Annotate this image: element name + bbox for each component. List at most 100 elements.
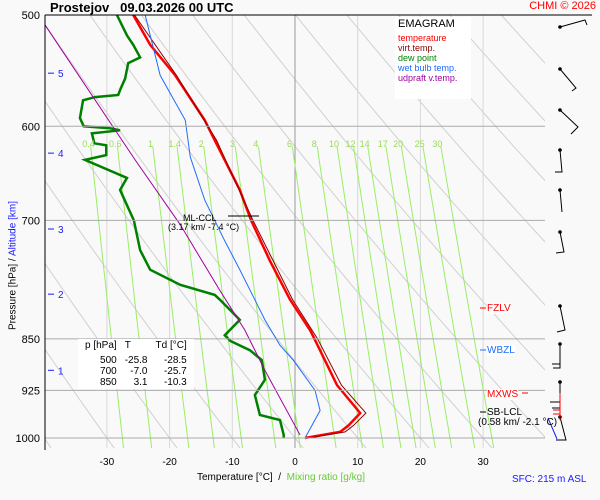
altitude-tick-label: 1: [58, 366, 64, 377]
y-axis-title: Pressure [hPa] / Altitude [km]: [8, 191, 19, 341]
wind-barbs: [547, 19, 588, 441]
legend-item: udpraft v.temp.: [398, 73, 458, 83]
dry-adiabat: [45, 23, 367, 448]
pressure-tick-label: 700: [22, 215, 40, 227]
dry-adiabat: [45, 180, 241, 448]
table-cell: -7.0: [130, 366, 148, 377]
pressure-tick-label: 925: [22, 385, 40, 397]
legend-item: temperature: [398, 33, 447, 43]
legend: EMAGRAM temperature virt.temp. dew point we…: [395, 17, 471, 99]
separator: /: [278, 472, 282, 483]
legend-item: virt.temp.: [398, 43, 436, 53]
temperature-tick-label: 0: [292, 457, 298, 468]
summary-table: p [hPa] T Td [°C] 500 -25.8 -28.5 700 -7.0 -25.7…: [78, 339, 194, 389]
altitude-tick-label: 3: [58, 225, 64, 236]
station-name: Prostejov: [50, 0, 110, 15]
temperature-tick-label: -20: [162, 457, 177, 468]
mixing-ratio-line: [316, 146, 363, 448]
series-dew-point: [78, 14, 285, 438]
mixing-ratio-label: 25: [415, 139, 425, 149]
mixing-ratio-label: 14: [360, 139, 370, 149]
dry-adiabat: [449, 15, 545, 122]
mixing-ratio-label: 1.4: [168, 139, 181, 149]
dry-adiabat: [0, 15, 1, 468]
mixing-ratio-label: Mixing ratio [g/kg]: [286, 472, 365, 483]
station-title: Prostejov 09.03.2026 00 UTC: [50, 0, 234, 15]
pressure-tick-label: 500: [22, 10, 40, 22]
wind-barb: [555, 149, 563, 173]
mixing-ratio-label: 20: [393, 139, 403, 149]
mixing-ratio-label: 0.4: [82, 139, 95, 149]
copyright: CHMI © 2026: [529, 0, 596, 12]
pressure-label: Pressure [hPa]: [7, 263, 19, 330]
fzlv-label: FZLV: [487, 303, 511, 314]
dry-adiabat: [89, 15, 430, 448]
wind-barb: [552, 344, 561, 369]
mixing-ratio-line: [367, 146, 417, 448]
temperature-label: Temperature [°C]: [197, 472, 273, 483]
mixing-ratio-label: 17: [378, 139, 388, 149]
dry-adiabat: [243, 15, 545, 371]
altitude-tick-label: 4: [58, 149, 64, 160]
wind-barb: [559, 109, 579, 135]
temperature-tick-label: -10: [225, 457, 240, 468]
lcl-value: (0.58 km/ -2.1 °C): [478, 417, 558, 428]
table-cell: 3.1: [133, 377, 148, 388]
mixing-ratio-label: 30: [432, 139, 442, 149]
surface-info: SFC: 215 m ASL: [512, 474, 587, 485]
table-header: Td [°C]: [155, 340, 187, 351]
x-axis-title: Temperature [°C] / Mixing ratio [g/kg]: [197, 472, 365, 483]
mixing-ratio-line: [152, 146, 190, 448]
wind-barb-surface: [547, 417, 558, 440]
mixing-ratio-label: 6: [287, 139, 292, 149]
mixing-ratio-line: [257, 146, 301, 448]
wbzl-label: WBZL: [487, 345, 515, 356]
temperature-tick-label: 20: [415, 457, 427, 468]
dry-adiabat: [45, 262, 178, 448]
wind-barb: [559, 68, 577, 92]
wind-barb: [559, 19, 588, 28]
temperature-tick-label: 30: [478, 457, 490, 468]
lcl-label: SB-LCL: [487, 407, 523, 418]
table-row: 700 -7.0 -25.7: [81, 366, 191, 377]
mixing-ratio-label: 0.6: [109, 139, 122, 149]
mixing-ratio-line: [291, 146, 337, 448]
wind-barb: [556, 305, 566, 333]
table-cell: -25.7: [163, 366, 187, 377]
mixing-ratio-line: [176, 146, 215, 448]
mixing-ratio-label: 3: [230, 139, 235, 149]
temperature-tick-label: -30: [100, 457, 115, 468]
mixing-ratio-label: 10: [329, 139, 339, 149]
mixing-ratio-line: [440, 146, 495, 448]
table-header: p [hPa]: [85, 340, 117, 351]
ccl-value: (3.17 km/ -7.4 °C): [168, 222, 240, 232]
legend-title: EMAGRAM: [398, 18, 455, 30]
table-cell: -28.5: [163, 355, 187, 366]
dry-adiabat: [398, 15, 545, 182]
altitude-tick-label: 5: [58, 69, 64, 80]
dry-adiabat: [295, 15, 545, 306]
series-udpraft-v-temp-: [44, 24, 301, 436]
dry-adiabat: [45, 348, 115, 448]
wind-barb: [556, 416, 567, 441]
altitude-label: Altitude [km]: [7, 201, 19, 257]
table-row: 850 3.1 -10.3: [81, 377, 191, 388]
mxws-label: MXWS: [487, 389, 519, 400]
mixing-ratio-label: 1: [148, 139, 153, 149]
dry-adiabat: [140, 15, 493, 448]
datetime: 09.03.2026 00 UTC: [120, 0, 234, 15]
mixing-ratio-line: [336, 146, 384, 448]
altitude-tick-label: 2: [58, 290, 64, 301]
mixing-ratio-line: [385, 146, 436, 448]
ccl-label: ML-CCL: [183, 213, 217, 223]
legend-item: dew point: [398, 53, 437, 63]
table-header: T: [124, 340, 131, 351]
table-cell: 700: [100, 366, 117, 377]
dry-adiabat: [346, 15, 545, 243]
temperature-tick-label: 10: [352, 457, 364, 468]
mixing-ratio-line: [203, 146, 244, 448]
mixing-ratio-label: 2: [199, 139, 204, 149]
table-cell: -10.3: [163, 377, 187, 388]
pressure-tick-label: 600: [22, 121, 40, 133]
